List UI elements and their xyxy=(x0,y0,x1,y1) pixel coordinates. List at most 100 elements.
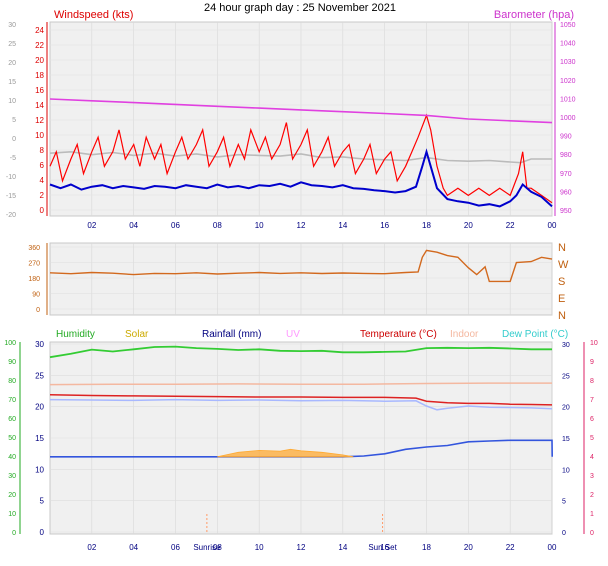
barometer-tick-label: 1040 xyxy=(560,41,576,48)
wind_avg-line xyxy=(49,148,553,208)
windspeed-tick-label: 12 xyxy=(35,116,44,125)
humidity-tick-label: 40 xyxy=(8,454,16,461)
x-tick-label: 20 xyxy=(464,221,473,230)
x-tick-label: 14 xyxy=(338,221,347,230)
wind-axis-ticks: 242220181614121086420302520151050-5-10-1… xyxy=(6,22,576,230)
x-tick-label: 00 xyxy=(548,543,557,552)
direction-tick-label: 270 xyxy=(28,261,40,268)
windspeed-tick-label: 22 xyxy=(35,41,44,50)
compass-label: S xyxy=(558,276,565,288)
dewpoint-line xyxy=(49,398,553,411)
temp-inner-tick-label: 5 xyxy=(562,499,566,506)
windspeed-tick-label: 0 xyxy=(40,206,45,215)
temp-right-tick-label: 2 xyxy=(590,492,594,499)
temp-right-tick-label: 10 xyxy=(590,340,598,347)
temp-gridlines xyxy=(50,342,553,534)
sun-marker-label: Sunrise xyxy=(193,543,221,552)
temp-right-tick-label: 5 xyxy=(590,435,594,442)
legend-entry: Indoor xyxy=(450,329,479,340)
temp-inner-tick-label: 30 xyxy=(562,342,570,349)
legend-entry: Rainfall (mm) xyxy=(202,329,261,340)
windspeed-tick-label: 24 xyxy=(35,26,44,35)
temp-right-tick-label: 0 xyxy=(590,530,594,537)
rainfall-tick-label: 0 xyxy=(40,528,45,537)
temp-inner-tick-label: 15 xyxy=(562,436,570,443)
x-tick-label: 14 xyxy=(338,543,347,552)
humidity-tick-label: 0 xyxy=(12,530,16,537)
outer-tick-label: -15 xyxy=(6,193,16,200)
legend-entry: UV xyxy=(286,329,300,340)
compass-label: W xyxy=(558,259,569,271)
temp-inner-tick-label: 10 xyxy=(562,467,570,474)
humidity-tick-label: 70 xyxy=(8,397,16,404)
indoor-line xyxy=(49,382,552,386)
x-tick-label: 12 xyxy=(297,543,306,552)
page-title: 24 hour graph day : 25 November 2021 xyxy=(204,2,396,14)
windspeed-axis-label: Windspeed (kts) xyxy=(54,9,133,21)
direction-tick-label: 180 xyxy=(28,276,40,283)
temp-axis-ticks: 3025201510501009080706050403020100302520… xyxy=(4,340,598,552)
x-tick-label: 04 xyxy=(129,543,138,552)
x-tick-label: 22 xyxy=(506,543,515,552)
temp-series xyxy=(49,345,553,458)
temp-right-tick-label: 1 xyxy=(590,511,594,518)
barometer-tick-label: 960 xyxy=(560,189,572,196)
temp-right-tick-label: 6 xyxy=(590,416,594,423)
humidity-tick-label: 10 xyxy=(8,511,16,518)
x-tick-label: 06 xyxy=(171,543,180,552)
windspeed-tick-label: 14 xyxy=(35,101,44,110)
x-tick-label: 20 xyxy=(464,543,473,552)
temp-right-tick-label: 8 xyxy=(590,378,594,385)
x-tick-label: 16 xyxy=(380,221,389,230)
rainfall-tick-label: 20 xyxy=(35,403,44,412)
outer-tick-label: -5 xyxy=(10,155,16,162)
humidity-tick-label: 30 xyxy=(8,473,16,480)
barometer-tick-label: 980 xyxy=(560,152,572,159)
sun-marker-label: Sun Set xyxy=(368,543,397,552)
rainfall-tick-label: 30 xyxy=(35,340,44,349)
rainfall-tick-label: 10 xyxy=(35,465,44,474)
humidity-tick-label: 90 xyxy=(8,359,16,366)
legend-entry: Dew Point (°C) xyxy=(502,329,568,340)
temp-right-tick-label: 9 xyxy=(590,359,594,366)
x-tick-label: 12 xyxy=(297,221,306,230)
humidity-tick-label: 60 xyxy=(8,416,16,423)
humidity-tick-label: 80 xyxy=(8,378,16,385)
direction-gridlines xyxy=(50,243,553,315)
x-tick-label: 00 xyxy=(548,221,557,230)
x-tick-label: 18 xyxy=(422,221,431,230)
x-tick-label: 02 xyxy=(87,221,96,230)
x-tick-label: 16 xyxy=(380,543,389,552)
outer-tick-label: 30 xyxy=(8,22,16,29)
x-tick-label: 06 xyxy=(171,221,180,230)
barometer-tick-label: 1010 xyxy=(560,96,576,103)
x-tick-label: 02 xyxy=(87,543,96,552)
outer-tick-label: -20 xyxy=(6,212,16,219)
outer-tick-label: 15 xyxy=(8,79,16,86)
windspeed-line xyxy=(49,113,553,204)
humidity-tick-label: 100 xyxy=(4,340,16,347)
windspeed-tick-label: 10 xyxy=(35,131,44,140)
barometer-tick-label: 990 xyxy=(560,134,572,141)
temp-right-tick-label: 7 xyxy=(590,397,594,404)
x-tick-label: 08 xyxy=(213,543,222,552)
humidity-tick-label: 50 xyxy=(8,435,16,442)
barometer-axis-label: Barometer (hpa) xyxy=(494,9,574,21)
x-tick-label: 18 xyxy=(422,543,431,552)
x-tick-label: 10 xyxy=(255,221,264,230)
compass-label: N xyxy=(558,310,566,322)
temp-right-tick-label: 3 xyxy=(590,473,594,480)
barometer-tick-label: 950 xyxy=(560,208,572,215)
humidity-tick-label: 20 xyxy=(8,492,16,499)
rainfall-tick-label: 5 xyxy=(40,497,45,506)
windspeed-tick-label: 6 xyxy=(40,161,45,170)
windspeed-tick-label: 4 xyxy=(40,176,45,185)
barometer-tick-label: 1030 xyxy=(560,59,576,66)
temp-legend: Humidity Solar Rainfall (mm) UV Temperature … xyxy=(56,329,568,340)
outer-tick-label: -10 xyxy=(6,174,16,181)
windspeed-tick-label: 18 xyxy=(35,71,44,80)
temp-inner-tick-label: 25 xyxy=(562,373,570,380)
